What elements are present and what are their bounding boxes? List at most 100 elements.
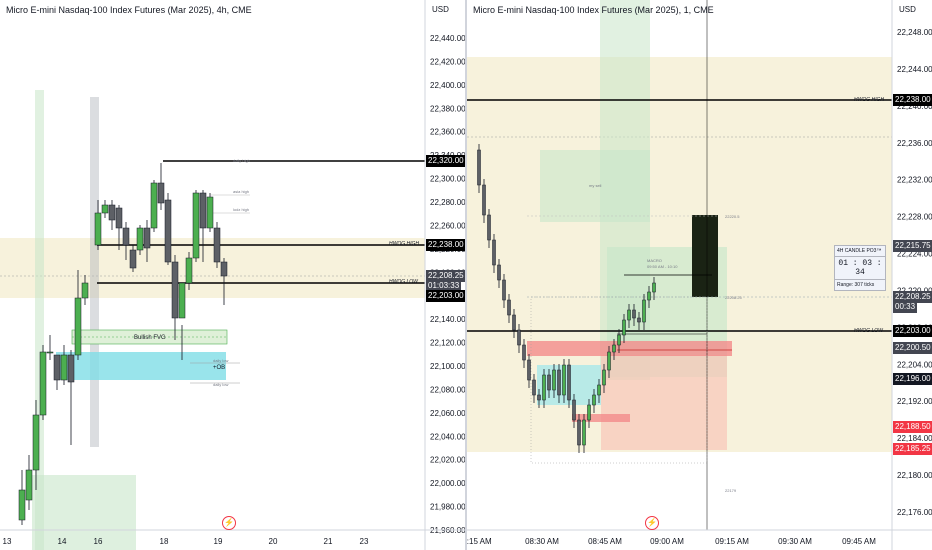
range-box — [530, 296, 708, 464]
candle-body — [122, 227, 130, 246]
candle-body — [129, 249, 137, 269]
right-tag-22188: 22,188.50 — [893, 421, 932, 433]
red-small-band — [572, 414, 630, 422]
candle-po3-widget[interactable]: 4H CANDLE PO3™ 01 : 03 : 34 Range: 307 t… — [834, 245, 886, 291]
right-tag-22200: 22,200.50 — [893, 342, 932, 354]
left-chart-canvas[interactable]: Bullish FVG +OB asia high lodz high dail… — [0, 0, 465, 550]
price-tick-label: 22,236.00 — [897, 139, 932, 148]
time-tick-label: 08:45 AM — [588, 537, 622, 546]
daily-low-label-2: daily low — [213, 382, 228, 387]
price-tick-label: 22,040.00 — [430, 432, 465, 441]
candle-body — [502, 279, 506, 301]
daily-high-label: daily high — [233, 158, 250, 163]
price-tick-label: 22,000.00 — [430, 479, 465, 488]
candle-body — [39, 351, 47, 416]
time-tick-label: 13 — [3, 537, 12, 546]
right-time-ticks: 8:15 AM 08:30 AM 08:45 AM 09:00 AM 09:15 AM 0… — [467, 537, 876, 546]
candle-body — [192, 192, 200, 259]
right-price-axis[interactable] — [892, 0, 932, 550]
price-tick-label: 22,280.00 — [430, 198, 465, 207]
candle-body — [537, 394, 541, 401]
candle-body — [557, 369, 561, 396]
left-chart-pane[interactable]: Micro E-mini Nasdaq-100 Index Futures (M… — [0, 0, 465, 550]
time-tick-label: 20 — [269, 537, 278, 546]
right-tag-22185: 22,185.25 — [893, 443, 932, 455]
session-zone-1 — [35, 90, 44, 550]
price-tick-label: 22,140.00 — [430, 315, 465, 324]
time-tick-label: 09:45 AM — [842, 537, 876, 546]
price-tick-label: 22,260.00 — [430, 221, 465, 230]
left-tag-22320: 22,320.00 — [426, 155, 465, 167]
replay-icon-right[interactable]: ⚡ — [645, 516, 659, 530]
my-sell-label: my sell — [589, 183, 602, 188]
candle-body — [25, 469, 33, 501]
candle-body — [652, 282, 656, 293]
right-price-ticks: 22,248.00 22,244.00 22,240.00 22,236.00 22,2… — [897, 28, 932, 517]
price-tick-label: 22,244.00 — [897, 65, 932, 74]
time-tick-label: 09:30 AM — [778, 537, 812, 546]
candle-po3-title: 4H CANDLE PO3™ — [835, 246, 885, 257]
price-tick-label: 22,224.00 — [897, 250, 932, 259]
candle-body — [178, 282, 186, 319]
candle-body — [199, 192, 207, 229]
right-tag-hwog-high: 22,238.00 — [893, 94, 932, 106]
right-tag-22215: 22,215.75 — [893, 240, 932, 252]
candle-body — [46, 351, 54, 354]
macro-label: MACRO — [647, 258, 662, 263]
left-time-ticks: 13 14 16 18 19 20 21 23 — [3, 537, 369, 546]
candle-body — [612, 344, 616, 353]
level-text-22208: 22208.25 — [725, 295, 742, 300]
candle-body — [213, 227, 221, 263]
time-tick-label: 09:00 AM — [650, 537, 684, 546]
left-chart-title: Micro E-mini Nasdaq-100 Index Futures (M… — [6, 5, 252, 15]
price-tick-label: 22,020.00 — [430, 456, 465, 465]
time-tick-label: 14 — [58, 537, 67, 546]
my-sell-zone — [540, 150, 650, 222]
candle-body — [647, 291, 651, 301]
price-tick-label: 22,248.00 — [897, 28, 932, 37]
price-tick-label: 22,180.00 — [897, 471, 932, 480]
candle-body — [143, 227, 151, 249]
right-chart-canvas[interactable]: my sell MACRO 09:50 AM - 10:10 22220.5 2… — [467, 0, 932, 550]
right-hwog-high-label: HWOG HIGH — [854, 97, 884, 103]
bottom-zone — [32, 475, 136, 550]
time-tick-label: 08:30 AM — [525, 537, 559, 546]
candle-body — [527, 359, 531, 381]
candle-body — [115, 207, 123, 229]
candle-body — [53, 354, 61, 381]
candle-body — [507, 299, 511, 316]
bullish-fvg-label: Bullish FVG — [134, 335, 166, 341]
asia-high-label: asia high — [233, 189, 249, 194]
candle-po3-timer: 01 : 03 : 34 — [835, 257, 885, 280]
candle-body — [622, 319, 626, 336]
candle-body — [627, 309, 631, 321]
level-text-22179: 22179 — [725, 488, 737, 493]
price-tick-label: 22,228.00 — [897, 213, 932, 222]
candle-body — [171, 261, 179, 319]
price-tick-label: 21,980.00 — [430, 503, 465, 512]
candle-body — [552, 369, 556, 391]
replay-icon[interactable]: ⚡ — [222, 516, 236, 530]
candle-body — [572, 399, 576, 421]
stop-red-zone — [601, 355, 727, 450]
right-hwog-low-label: HWOG LOW — [854, 328, 883, 334]
price-tick-label: 22,240.00 — [897, 102, 932, 111]
candle-body — [547, 374, 551, 391]
candle-body — [602, 369, 606, 386]
candle-body — [60, 354, 68, 381]
candle-body — [150, 182, 158, 229]
candle-body — [74, 297, 82, 356]
price-tick-label: 22,232.00 — [897, 176, 932, 185]
candle-body — [94, 212, 102, 246]
candle-body — [157, 182, 165, 204]
pane-divider[interactable] — [465, 0, 467, 550]
right-tag-countdown: 00:33 — [893, 301, 918, 313]
price-tick-label: 22,060.00 — [430, 409, 465, 418]
candle-body — [18, 489, 26, 521]
right-tag-22196: 22,196.00 — [893, 373, 932, 385]
time-tick-label: 09:15 AM — [715, 537, 749, 546]
price-tick-label: 22,120.00 — [430, 339, 465, 348]
candle-body — [81, 282, 89, 299]
candle-body — [108, 204, 116, 221]
left-tag-hwog-high: 22,238.00 — [426, 239, 465, 251]
